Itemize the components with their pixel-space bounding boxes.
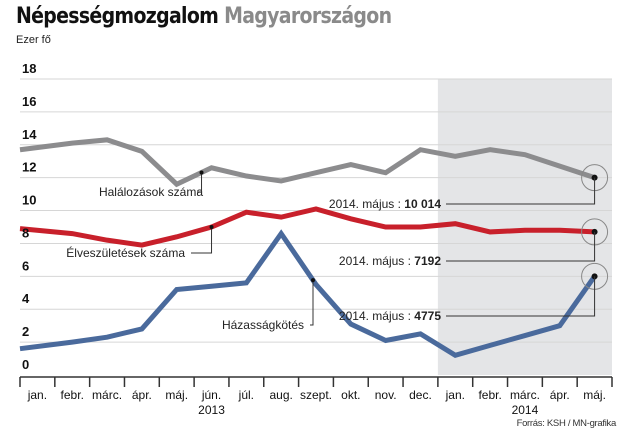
x-tick-label: máj. xyxy=(583,388,606,402)
y-tick-label: 2 xyxy=(22,324,29,339)
series-label-dot-births xyxy=(209,225,214,229)
x-tick-label: márc. xyxy=(92,388,122,402)
chart-title-main: Népességmozgalom xyxy=(16,4,219,29)
callout-date: 2014. május : xyxy=(329,197,404,211)
series-label-births: Élveszületések száma xyxy=(66,245,185,260)
x-tick-label: okt. xyxy=(341,388,360,402)
x-tick-label: szept. xyxy=(300,388,332,402)
series-label-deaths: Halálozások száma xyxy=(99,185,203,199)
x-tick-label: febr. xyxy=(61,388,84,402)
series-label-dot-deaths xyxy=(199,170,204,175)
y-tick-label: 6 xyxy=(22,258,29,273)
y-tick-label: 18 xyxy=(22,61,36,76)
series-label-marriages: Házasságkötés xyxy=(222,318,304,332)
callout-date: 2014. május : xyxy=(339,254,414,268)
series-label-leader-marriages xyxy=(310,280,314,326)
callout-label-marriages: 2014. május : 4775 xyxy=(339,309,441,323)
chart-title-highlight: Magyarországon xyxy=(224,4,392,29)
x-tick-label: dec. xyxy=(409,388,432,402)
chart-title: Népességmozgalom Magyarországon xyxy=(16,4,392,30)
x-tick-label: máj. xyxy=(165,388,188,402)
callout-value: 7192 xyxy=(414,254,441,268)
callout-value: 10 014 xyxy=(404,197,441,211)
callout-leader-deaths xyxy=(446,177,596,205)
y-tick-label: 4 xyxy=(22,291,30,306)
y-tick-label: 14 xyxy=(22,127,37,142)
callout-label-births: 2014. május : 7192 xyxy=(339,254,441,268)
y-tick-label: 16 xyxy=(22,94,36,109)
x-tick-label: febr. xyxy=(478,388,501,402)
series-label-dot-marriages xyxy=(311,278,315,283)
callout-leader-marriages xyxy=(446,276,596,317)
x-tick-label: ápr. xyxy=(132,388,152,402)
x-year-label: 2014 xyxy=(512,403,539,417)
series-label-leader-births xyxy=(191,227,213,254)
x-tick-label: ápr. xyxy=(550,388,570,402)
y-tick-label: 8 xyxy=(22,225,29,240)
x-tick-label: júl. xyxy=(238,388,254,402)
x-tick-label: márc. xyxy=(510,388,540,402)
callout-label-deaths: 2014. május : 10 014 xyxy=(329,197,441,211)
x-tick-label: jan. xyxy=(445,388,465,402)
x-tick-label: jan. xyxy=(27,388,47,402)
callout-value: 4775 xyxy=(414,309,441,323)
x-tick-label: nov. xyxy=(375,388,397,402)
x-year-label: 2013 xyxy=(198,403,225,417)
y-axis-unit-label: Ezer fő xyxy=(16,34,51,46)
series-label-leader-deaths xyxy=(197,172,203,193)
y-tick-label: 12 xyxy=(22,160,36,175)
x-tick-label: aug. xyxy=(269,388,292,402)
y-tick-label: 0 xyxy=(22,357,29,372)
callout-leader-births xyxy=(446,231,596,262)
y-tick-label: 10 xyxy=(22,193,36,208)
source-credit: Forrás: KSH / MN-grafika xyxy=(516,418,617,429)
x-tick-label: jún. xyxy=(201,388,221,402)
callout-date: 2014. május : xyxy=(339,309,414,323)
